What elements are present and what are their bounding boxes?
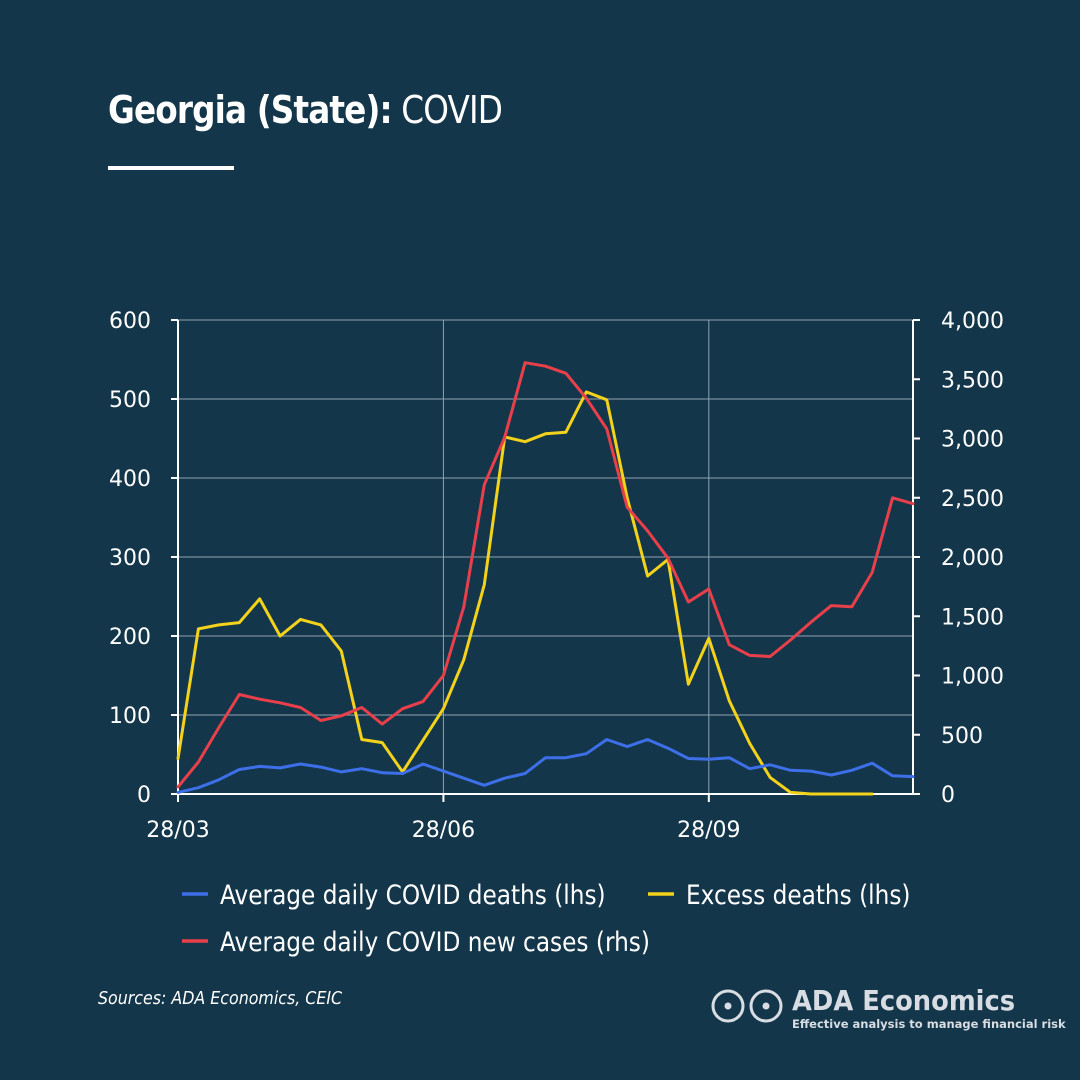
y-left-tick-label: 300 [109,546,151,571]
x-tick-label: 28/06 [412,818,475,843]
y-right-tick-label: 1,000 [941,665,1004,690]
chart-title-bold: Georgia (State): [108,88,393,132]
chart-legend: Average daily COVID deaths (lhs) Excess d… [182,879,910,957]
chart-axes: 0 100 200 300 400 500 600 0 500 1,000 1,500 2,000 2,… [109,309,1004,843]
chart-grid [178,319,913,794]
legend-label-1: Excess deaths (lhs) [686,879,910,910]
y-right-tick-label: 0 [941,783,955,808]
ada-logo-icon [711,989,783,1023]
y-right-tick-label: 4,000 [941,309,1004,334]
series-line-1 [176,390,874,796]
title-underline [108,166,234,170]
brand-name: ADA Economics [792,984,1016,1017]
y-right-tick-label: 1,500 [941,605,1004,630]
brand-tagline: Effective analysis to manage financial r… [792,1017,1066,1031]
y-right-tick-label: 500 [941,724,983,749]
legend-label-2: Average daily COVID new cases (rhs) [220,926,650,957]
chart-title-light: COVID [391,88,503,132]
y-left-tick-label: 400 [109,467,151,492]
series-line-2 [176,361,915,789]
legend-label-0: Average daily COVID deaths (lhs) [220,879,606,910]
y-right-tick-label: 2,000 [941,546,1004,571]
y-right-tick-label: 2,500 [941,487,1004,512]
chart-title: Georgia (State): COVID [108,88,503,132]
y-left-tick-label: 600 [109,309,151,334]
y-left-tick-label: 200 [109,625,151,650]
x-tick-label: 28/03 [146,818,209,843]
y-left-tick-label: 500 [109,388,151,413]
y-left-tick-label: 100 [109,704,151,729]
y-right-tick-label: 3,000 [941,428,1004,453]
brand-block: ADA Economics Effective analysis to mana… [710,984,1066,1034]
chart-series [176,361,915,796]
source-note: Sources: ADA Economics, CEIC [98,988,343,1009]
x-tick-label: 28/09 [677,818,740,843]
y-right-tick-label: 3,500 [941,368,1004,393]
series-line-0 [176,738,915,794]
y-left-tick-label: 0 [137,783,151,808]
